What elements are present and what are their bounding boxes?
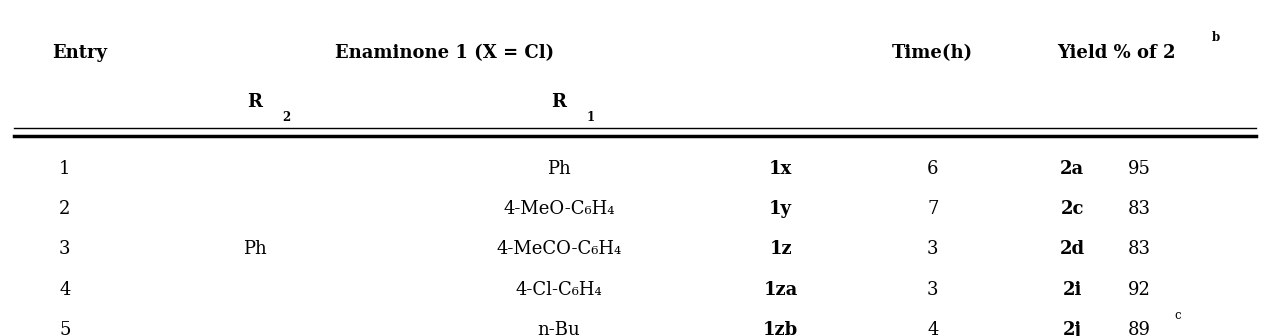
Text: 2: 2 [283, 111, 291, 124]
Text: 3: 3 [927, 281, 939, 298]
Text: 7: 7 [927, 200, 939, 218]
Text: 4-Cl-C₆H₄: 4-Cl-C₆H₄ [516, 281, 602, 298]
Text: 2d: 2d [1059, 240, 1085, 258]
Text: 3: 3 [58, 240, 71, 258]
Text: 95: 95 [1128, 160, 1151, 178]
Text: 1: 1 [587, 111, 594, 124]
Text: Ph: Ph [243, 240, 267, 258]
Text: 3: 3 [927, 240, 939, 258]
Text: 4-MeCO-C₆H₄: 4-MeCO-C₆H₄ [497, 240, 621, 258]
Text: 4-MeO-C₆H₄: 4-MeO-C₆H₄ [503, 200, 615, 218]
Text: R: R [551, 93, 566, 111]
Text: b: b [1212, 31, 1220, 44]
Text: 1z: 1z [770, 240, 792, 258]
Text: 2a: 2a [1060, 160, 1085, 178]
Text: 5: 5 [60, 321, 70, 336]
Text: 6: 6 [927, 160, 939, 178]
Text: 2c: 2c [1060, 200, 1083, 218]
Text: Enaminone 1 (X = Cl): Enaminone 1 (X = Cl) [335, 44, 555, 62]
Text: 89: 89 [1128, 321, 1151, 336]
Text: Entry: Entry [52, 44, 107, 62]
Text: 4: 4 [60, 281, 70, 298]
Text: 1x: 1x [770, 160, 792, 178]
Text: 83: 83 [1128, 200, 1151, 218]
Text: 4: 4 [927, 321, 939, 336]
Text: 2: 2 [60, 200, 70, 218]
Text: c: c [1173, 309, 1181, 322]
Text: Yield % of 2: Yield % of 2 [1058, 44, 1176, 62]
Text: n-Bu: n-Bu [537, 321, 580, 336]
Text: 1za: 1za [763, 281, 798, 298]
Text: 2j: 2j [1063, 321, 1082, 336]
Text: 2i: 2i [1063, 281, 1082, 298]
Text: 1y: 1y [770, 200, 792, 218]
Text: 1zb: 1zb [763, 321, 799, 336]
Text: Time(h): Time(h) [893, 44, 973, 62]
Text: 83: 83 [1128, 240, 1151, 258]
Text: 92: 92 [1128, 281, 1151, 298]
Text: 1: 1 [58, 160, 71, 178]
Text: R: R [248, 93, 263, 111]
Text: Ph: Ph [547, 160, 570, 178]
